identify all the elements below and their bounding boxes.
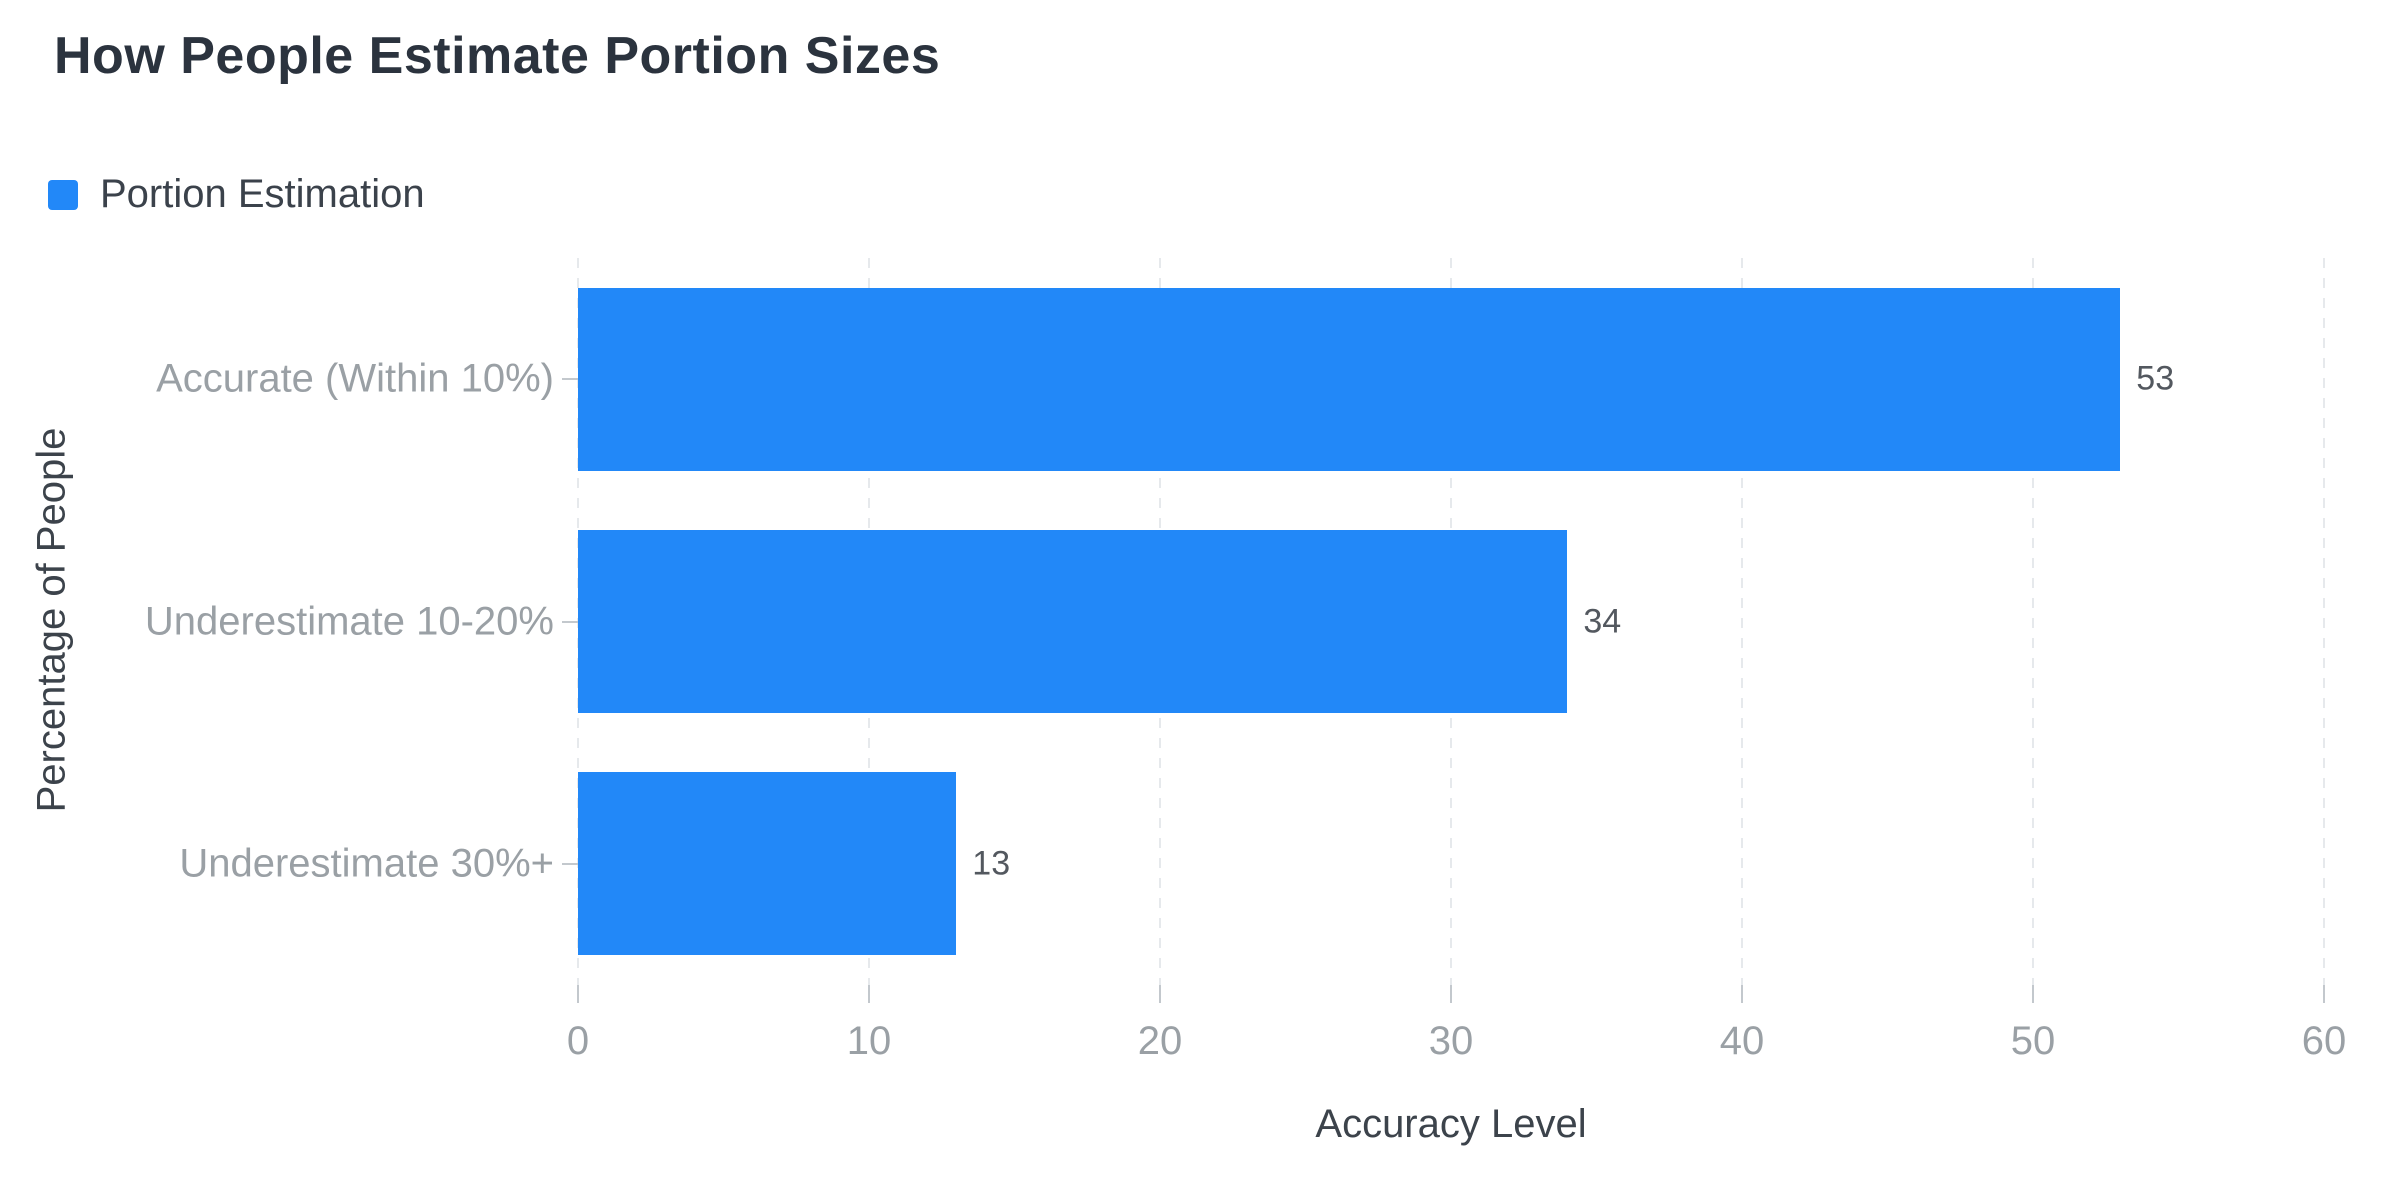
- x-tick-mark: [1159, 985, 1161, 1003]
- x-tick-label: 20: [1137, 1019, 1183, 1063]
- gridline: [2323, 258, 2325, 985]
- x-axis-title: Accuracy Level: [1315, 1102, 1587, 1146]
- bar-underestimate-30[interactable]: [578, 772, 957, 956]
- x-tick-mark: [577, 985, 579, 1003]
- x-tick-mark: [2323, 985, 2325, 1003]
- legend-swatch-icon: [48, 179, 78, 210]
- y-category-label: Accurate (Within 10%): [156, 356, 554, 401]
- x-tick-label: 60: [2301, 1019, 2347, 1063]
- bar-underestimate-10-20[interactable]: [578, 530, 1568, 713]
- x-tick-label: 30: [1428, 1019, 1474, 1063]
- chart-title: How People Estimate Portion Sizes: [54, 27, 941, 85]
- value-label: 13: [972, 844, 1011, 883]
- x-tick-label: 10: [846, 1019, 892, 1063]
- y-tick-mark: [562, 620, 578, 623]
- y-category-label: Underestimate 30%+: [179, 841, 554, 886]
- gridline: [1741, 258, 1743, 985]
- x-tick-mark: [1741, 985, 1743, 1003]
- x-tick-mark: [868, 985, 870, 1003]
- value-label: 34: [1583, 602, 1622, 640]
- y-axis-title: Percentage of People: [29, 427, 74, 813]
- y-category-label: Underestimate 10-20%: [144, 599, 554, 643]
- x-tick-mark: [1450, 985, 1452, 1003]
- x-tick-label: 40: [1719, 1019, 1765, 1063]
- y-tick-mark: [562, 862, 578, 865]
- x-tick-label: 0: [566, 1019, 590, 1063]
- legend: Portion Estimation: [48, 172, 425, 220]
- y-tick-mark: [562, 378, 578, 381]
- plot-area: 0 10 20 30 40 50 60 Accurate (Within 10%) 53 Unde…: [145, 258, 2346, 1063]
- legend-label: Portion Estimation: [100, 172, 425, 216]
- x-tick-mark: [2032, 985, 2034, 1003]
- x-tick-label: 50: [2010, 1019, 2056, 1063]
- value-label: 53: [2136, 359, 2175, 398]
- bar-accurate-within-10[interactable]: [578, 287, 2121, 471]
- gridline: [2032, 258, 2034, 985]
- legend-item-portion-estimation[interactable]: Portion Estimation: [48, 172, 425, 217]
